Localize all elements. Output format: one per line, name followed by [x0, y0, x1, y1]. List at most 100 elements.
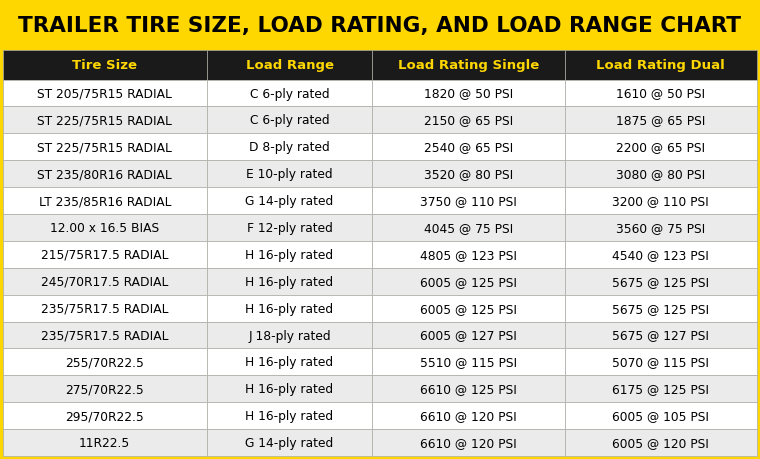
Bar — [372, 349, 565, 375]
Bar — [565, 322, 757, 349]
Text: 6610 @ 120 PSI: 6610 @ 120 PSI — [420, 436, 517, 449]
Text: 6005 @ 127 PSI: 6005 @ 127 PSI — [420, 329, 517, 342]
Bar — [3, 375, 207, 403]
Bar — [565, 134, 757, 161]
Bar — [207, 134, 372, 161]
Bar — [207, 268, 372, 295]
Bar — [372, 188, 565, 214]
Text: Tire Size: Tire Size — [72, 59, 138, 72]
Bar — [372, 403, 565, 429]
Bar — [372, 51, 565, 80]
Text: 295/70R22.5: 295/70R22.5 — [65, 409, 144, 422]
Bar — [372, 322, 565, 349]
Text: 6005 @ 105 PSI: 6005 @ 105 PSI — [613, 409, 709, 422]
Text: 4805 @ 123 PSI: 4805 @ 123 PSI — [420, 248, 517, 261]
Bar — [207, 188, 372, 214]
Text: 5510 @ 115 PSI: 5510 @ 115 PSI — [420, 356, 517, 369]
Text: 1820 @ 50 PSI: 1820 @ 50 PSI — [424, 87, 513, 100]
Bar — [565, 188, 757, 214]
Bar — [207, 403, 372, 429]
Text: TRAILER TIRE SIZE, LOAD RATING, AND LOAD RANGE CHART: TRAILER TIRE SIZE, LOAD RATING, AND LOAD… — [18, 17, 742, 36]
Bar — [3, 80, 207, 107]
Bar — [372, 375, 565, 403]
Text: Load Range: Load Range — [245, 59, 334, 72]
Bar — [3, 134, 207, 161]
Bar — [3, 161, 207, 188]
Bar — [372, 134, 565, 161]
Bar — [207, 429, 372, 456]
Text: J 18-ply rated: J 18-ply rated — [249, 329, 331, 342]
Text: 6005 @ 125 PSI: 6005 @ 125 PSI — [420, 275, 517, 288]
Text: C 6-ply rated: C 6-ply rated — [250, 114, 329, 127]
Text: 6175 @ 125 PSI: 6175 @ 125 PSI — [613, 382, 709, 395]
Bar — [3, 322, 207, 349]
Bar — [3, 107, 207, 134]
Text: H 16-ply rated: H 16-ply rated — [245, 409, 334, 422]
Text: ST 235/80R16 RADIAL: ST 235/80R16 RADIAL — [37, 168, 173, 181]
Bar — [372, 429, 565, 456]
Bar — [565, 107, 757, 134]
Text: H 16-ply rated: H 16-ply rated — [245, 382, 334, 395]
Text: 215/75R17.5 RADIAL: 215/75R17.5 RADIAL — [41, 248, 169, 261]
Text: ST 205/75R15 RADIAL: ST 205/75R15 RADIAL — [37, 87, 173, 100]
Text: 4540 @ 123 PSI: 4540 @ 123 PSI — [613, 248, 709, 261]
Text: F 12-ply rated: F 12-ply rated — [246, 221, 332, 235]
Text: 1875 @ 65 PSI: 1875 @ 65 PSI — [616, 114, 705, 127]
Text: 2200 @ 65 PSI: 2200 @ 65 PSI — [616, 141, 705, 154]
Text: D 8-ply rated: D 8-ply rated — [249, 141, 330, 154]
Text: C 6-ply rated: C 6-ply rated — [250, 87, 329, 100]
Text: G 14-ply rated: G 14-ply rated — [245, 436, 334, 449]
Text: 5675 @ 125 PSI: 5675 @ 125 PSI — [613, 302, 709, 315]
Text: Load Rating Dual: Load Rating Dual — [597, 59, 725, 72]
Bar — [372, 295, 565, 322]
Bar — [3, 349, 207, 375]
Bar — [565, 268, 757, 295]
Text: 6610 @ 125 PSI: 6610 @ 125 PSI — [420, 382, 517, 395]
Bar — [565, 241, 757, 268]
Text: Load Rating Single: Load Rating Single — [398, 59, 540, 72]
Text: 11R22.5: 11R22.5 — [79, 436, 131, 449]
Bar — [207, 107, 372, 134]
Text: H 16-ply rated: H 16-ply rated — [245, 302, 334, 315]
Bar — [207, 80, 372, 107]
Bar — [565, 161, 757, 188]
Bar — [207, 241, 372, 268]
Text: 5675 @ 127 PSI: 5675 @ 127 PSI — [613, 329, 709, 342]
Bar — [207, 161, 372, 188]
Bar — [372, 161, 565, 188]
Bar — [207, 322, 372, 349]
Bar — [3, 51, 207, 80]
Text: E 10-ply rated: E 10-ply rated — [246, 168, 333, 181]
Bar — [3, 429, 207, 456]
Text: 12.00 x 16.5 BIAS: 12.00 x 16.5 BIAS — [50, 221, 160, 235]
Text: 275/70R22.5: 275/70R22.5 — [65, 382, 144, 395]
Text: 2540 @ 65 PSI: 2540 @ 65 PSI — [424, 141, 513, 154]
Bar — [207, 349, 372, 375]
Text: 3200 @ 110 PSI: 3200 @ 110 PSI — [613, 195, 709, 207]
Text: 1610 @ 50 PSI: 1610 @ 50 PSI — [616, 87, 705, 100]
Bar — [3, 295, 207, 322]
Bar — [3, 188, 207, 214]
Text: H 16-ply rated: H 16-ply rated — [245, 356, 334, 369]
Text: 255/70R22.5: 255/70R22.5 — [65, 356, 144, 369]
Text: 6005 @ 125 PSI: 6005 @ 125 PSI — [420, 302, 517, 315]
Bar — [207, 295, 372, 322]
Bar — [3, 241, 207, 268]
Bar — [3, 403, 207, 429]
Bar — [565, 214, 757, 241]
Bar — [565, 349, 757, 375]
Bar — [565, 295, 757, 322]
Bar — [3, 214, 207, 241]
Text: G 14-ply rated: G 14-ply rated — [245, 195, 334, 207]
Bar — [3, 268, 207, 295]
Bar — [372, 107, 565, 134]
Text: 4045 @ 75 PSI: 4045 @ 75 PSI — [424, 221, 513, 235]
Bar — [565, 80, 757, 107]
Text: ST 225/75R15 RADIAL: ST 225/75R15 RADIAL — [37, 114, 173, 127]
Text: 5675 @ 125 PSI: 5675 @ 125 PSI — [613, 275, 709, 288]
Bar — [207, 375, 372, 403]
Bar — [372, 268, 565, 295]
Text: ST 225/75R15 RADIAL: ST 225/75R15 RADIAL — [37, 141, 173, 154]
Text: LT 235/85R16 RADIAL: LT 235/85R16 RADIAL — [39, 195, 171, 207]
Text: 245/70R17.5 RADIAL: 245/70R17.5 RADIAL — [41, 275, 169, 288]
